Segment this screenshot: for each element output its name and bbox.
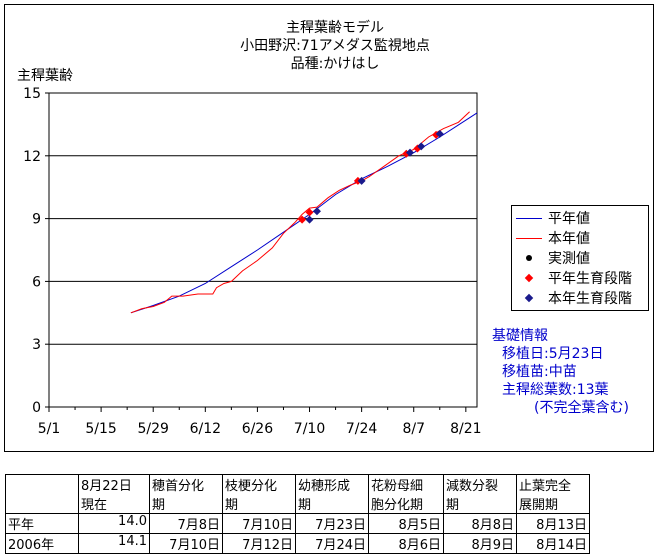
table-header-cell: 減数分裂期: [443, 474, 517, 514]
table-cell: 7月24日: [295, 533, 369, 554]
table-cell: 2006年: [5, 533, 79, 554]
legend: 平年値 本年値 実測値 平年生育段階 本年生育段階: [511, 205, 649, 311]
x-tick-label: 5/15: [85, 421, 116, 437]
y-tick-label: 9: [32, 212, 41, 228]
y-axis-label: 主稈葉齢: [17, 68, 73, 84]
x-tick-label: 8/7: [402, 421, 425, 437]
table-header-cell: 幼穂形成期: [295, 474, 369, 514]
stage-point-series-4: [305, 215, 314, 224]
legend-diamond-navy-icon: [516, 288, 542, 308]
table-cell: 8月14日: [516, 533, 590, 554]
x-tick-label: 6/26: [242, 421, 274, 437]
info-transplant-date: 移植日:5月23日: [502, 346, 604, 362]
table-cell: 7月12日: [222, 533, 296, 554]
table-header-cell: 穂首分化期: [149, 474, 223, 514]
legend-label: 本年生育段階: [548, 291, 632, 307]
info-total-leaves: 主稈総葉数:13葉: [502, 382, 609, 398]
table-cell: 平年: [5, 513, 79, 534]
y-tick-label: 12: [23, 149, 41, 165]
table-cell: 7月8日: [149, 513, 223, 534]
chart-frame: 0 3 6 9 12 15 5/1 5/15 5/29 6/12 6/26 7/10 7/24 8/7 8/…: [4, 4, 654, 452]
table-cell: 8月6日: [368, 533, 444, 554]
x-tick-label: 7/24: [346, 421, 378, 437]
info-seedling: 移植苗:中苗: [502, 364, 577, 380]
legend-item-honnen: 本年値: [516, 228, 590, 248]
chart-title-line3: 品種:かけはし: [290, 56, 380, 72]
stage-point-series-4: [357, 176, 366, 185]
x-tick-label: 5/29: [137, 421, 168, 437]
series-line-1: [130, 111, 470, 314]
info-note: (不完全葉含む): [534, 400, 629, 416]
legend-item-heinen: 平年値: [516, 208, 590, 228]
stage-point-series-3: [298, 215, 307, 224]
y-tick-label: 6: [32, 274, 41, 290]
table-header-cell: 枝梗分化期: [222, 474, 296, 514]
stage-table: 8月22日 現在 穂首分化期 枝梗分化期 幼穂形成期 花粉母細 胞分化期 減数分裂期…: [5, 474, 590, 554]
table-cell: 7月10日: [149, 533, 223, 554]
legend-item-measured: 実測値: [516, 248, 590, 268]
table-cell: 8月9日: [443, 533, 517, 554]
legend-dot-black-icon: [516, 248, 542, 268]
legend-label: 実測値: [548, 251, 590, 267]
stage-point-series-4: [417, 142, 426, 151]
legend-label: 平年生育段階: [548, 271, 632, 287]
chart-title-line1: 主稈葉齢モデル: [286, 20, 384, 36]
table-header-cell: [5, 474, 79, 514]
chart-plot: 0 3 6 9 12 15 5/1 5/15 5/29 6/12 6/26 7/10 7/24 8/7 8/…: [23, 86, 481, 437]
table-cell: 8月5日: [368, 513, 444, 534]
table-cell: 7月10日: [222, 513, 296, 534]
info-title: 基礎情報: [492, 328, 548, 344]
table-header-row: 8月22日 現在 穂首分化期 枝梗分化期 幼穂形成期 花粉母細 胞分化期 減数分裂期…: [5, 474, 590, 514]
plot-area: [48, 92, 478, 408]
table-cell: 14.0: [78, 513, 150, 534]
legend-item-stage-honnen: 本年生育段階: [516, 288, 632, 308]
stage-point-series-4: [435, 129, 444, 138]
legend-line-red-icon: [516, 228, 542, 248]
table-header-cell: 花粉母細 胞分化期: [368, 474, 444, 514]
x-tick-label: 5/1: [38, 421, 61, 437]
table-header-cell: 止葉完全 展開期: [516, 474, 590, 514]
y-tick-label: 15: [23, 86, 41, 102]
table-cell: 8月13日: [516, 513, 590, 534]
stage-point-series-4: [312, 207, 321, 216]
y-tick-label: 3: [32, 337, 41, 353]
basic-info: 基礎情報 移植日:5月23日 移植苗:中苗 主稈総葉数:13葉 (不完全葉含む): [492, 327, 629, 417]
x-tick-label: 7/10: [294, 421, 325, 437]
legend-line-blue-icon: [516, 208, 542, 228]
legend-label: 本年値: [548, 231, 590, 247]
table-header-cell: 8月22日 現在: [78, 474, 150, 514]
table-cell: 8月8日: [443, 513, 517, 534]
table-cell: 7月23日: [295, 513, 369, 534]
table-row: 平年 14.0 7月8日 7月10日 7月23日 8月5日 8月8日 8月13日: [5, 513, 590, 534]
x-tick-label: 8/21: [450, 421, 481, 437]
legend-item-stage-heinen: 平年生育段階: [516, 268, 632, 288]
chart-title-line2: 小田野沢:71アメダス監視地点: [240, 38, 430, 54]
legend-label: 平年値: [548, 211, 590, 227]
stage-point-series-3: [305, 208, 314, 217]
table-cell: 14.1: [78, 533, 150, 554]
stage-point-series-4: [406, 148, 415, 157]
legend-diamond-red-icon: [516, 268, 542, 288]
x-tick-label: 6/12: [190, 421, 221, 437]
table-row: 2006年 14.1 7月10日 7月12日 7月24日 8月6日 8月9日 8…: [5, 533, 590, 554]
y-tick-label: 0: [32, 400, 41, 416]
